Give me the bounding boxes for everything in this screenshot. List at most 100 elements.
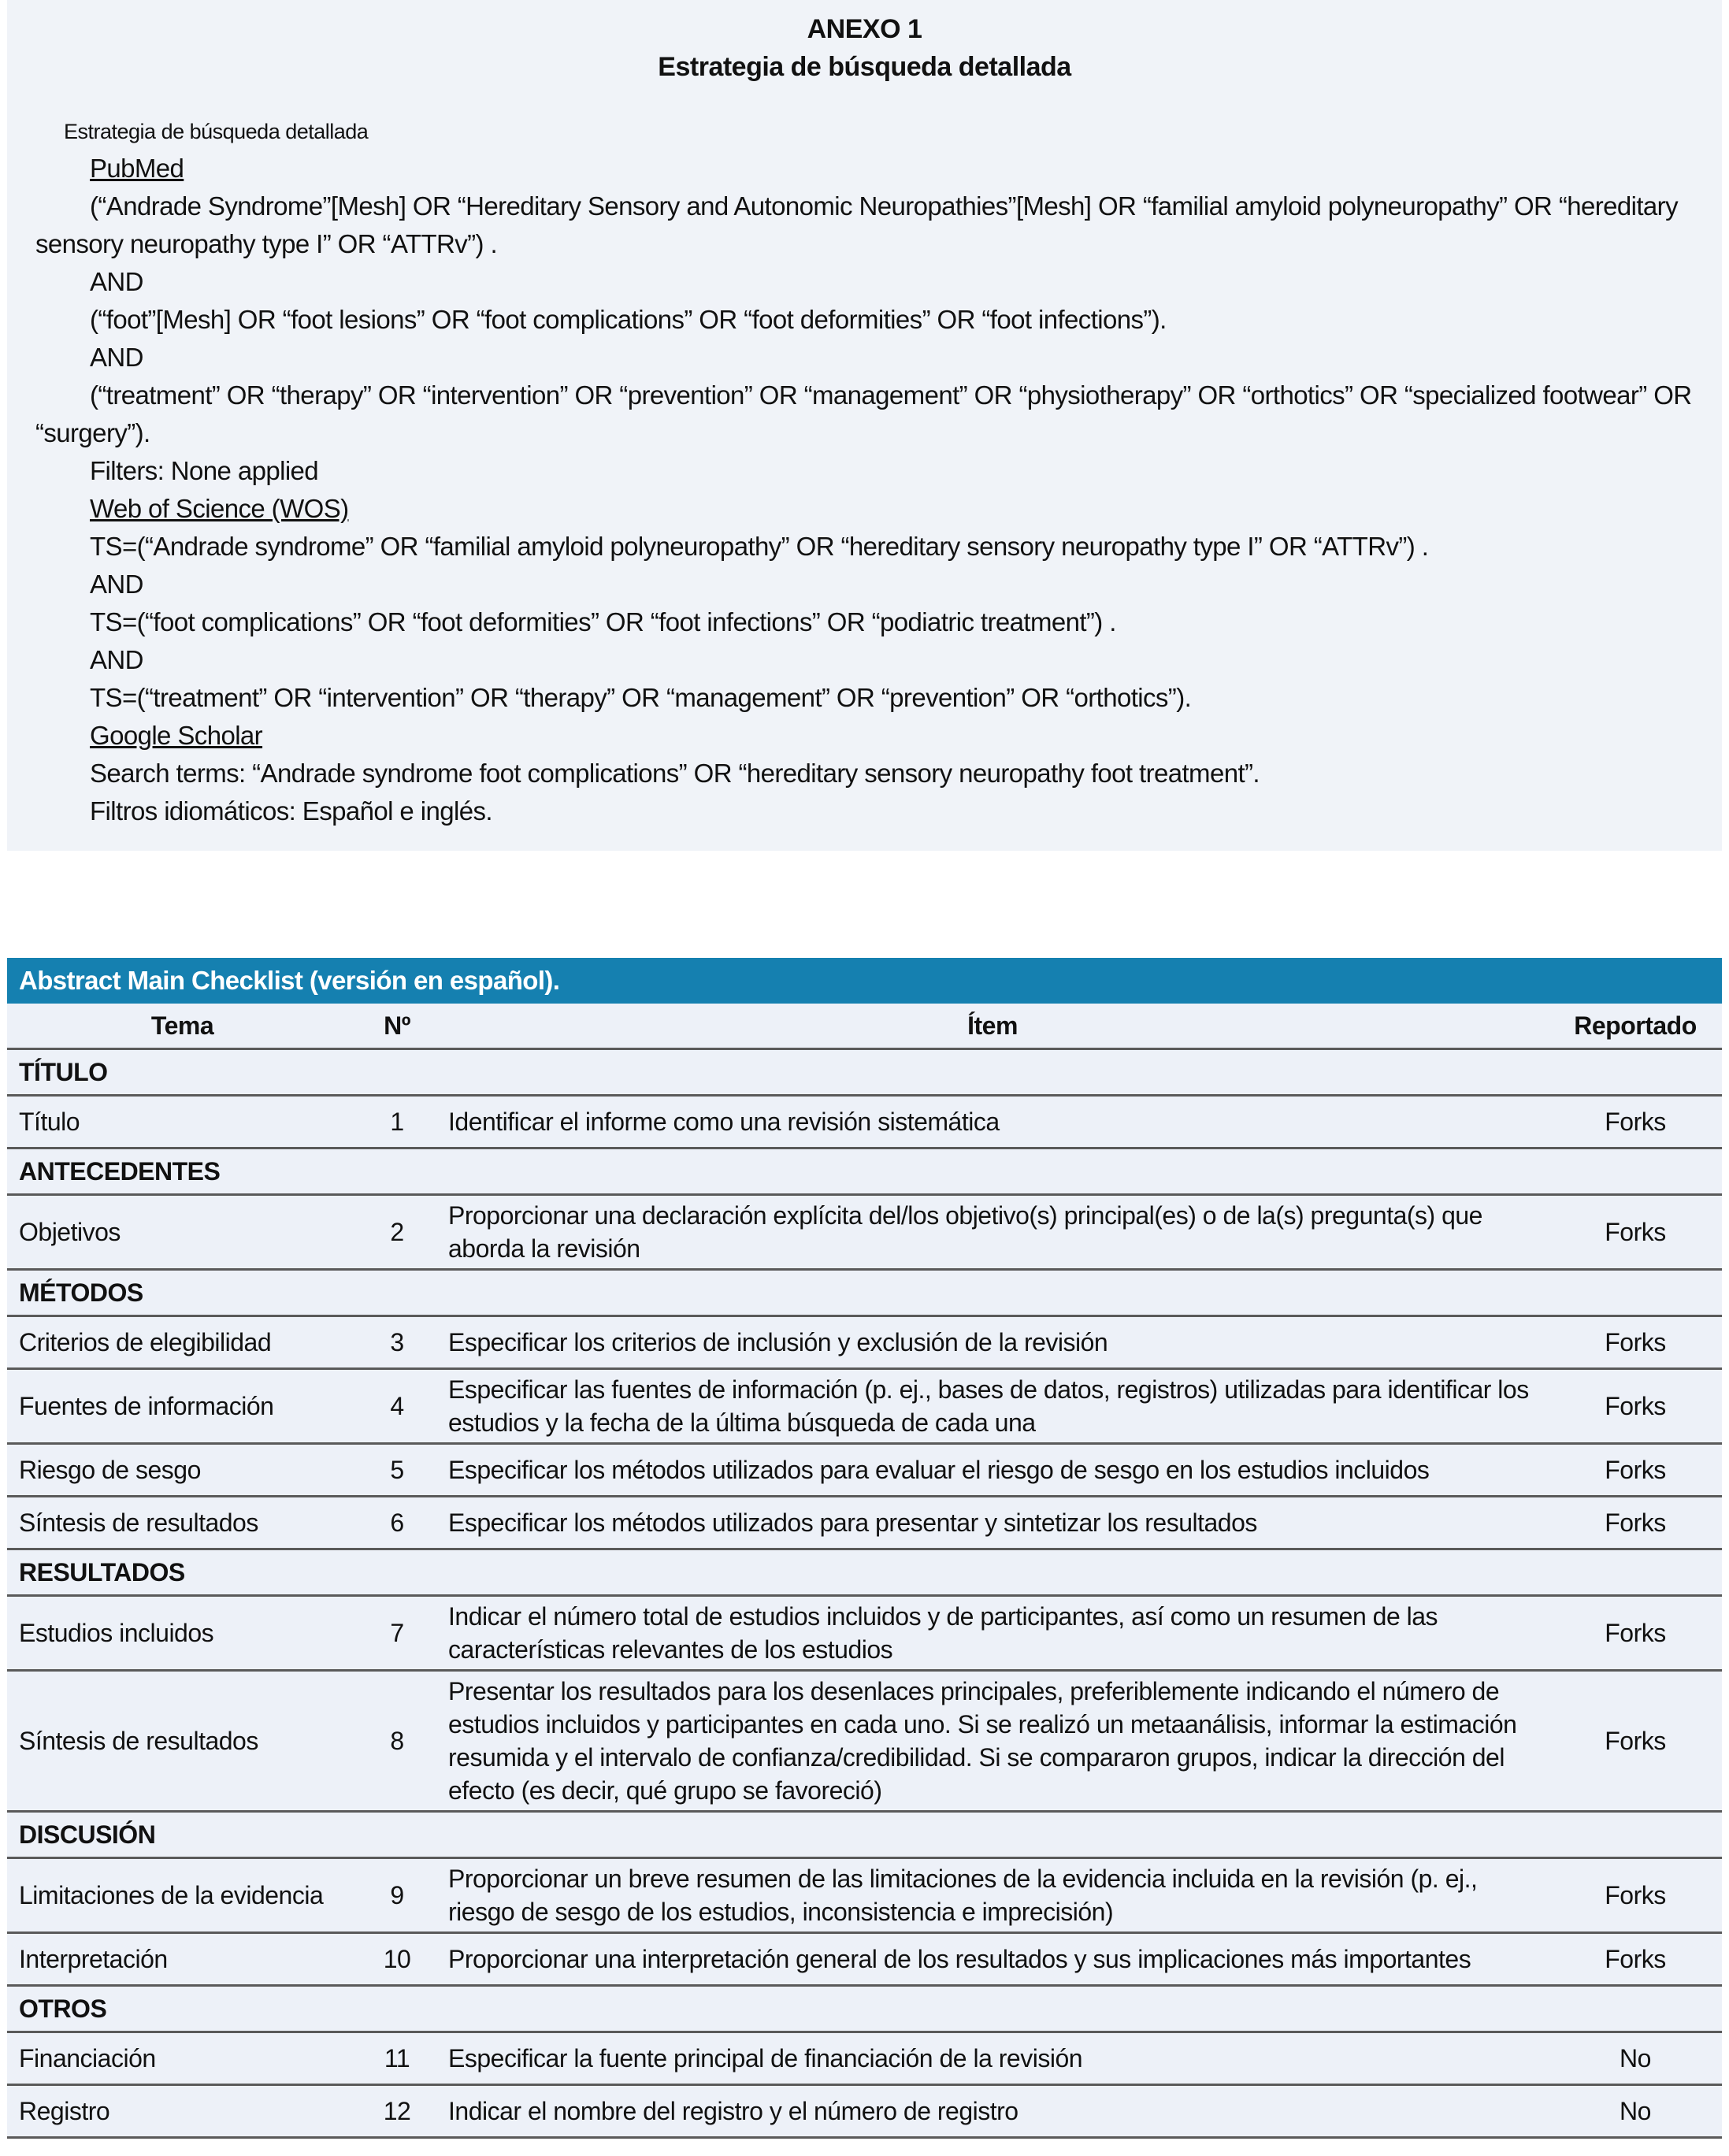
cell-numero: 4: [358, 1368, 436, 1445]
table-row: Limitaciones de la evidencia 9 Proporciona…: [7, 1857, 1722, 1934]
search-line-text: AND: [90, 570, 143, 599]
cell-item: Presentar los resultados para los desenl…: [436, 1670, 1549, 1813]
search-line: Filters: None applied: [35, 452, 1709, 490]
table-row: Interpretación 10 Proporcionar una interpr…: [7, 1932, 1722, 1987]
cell-item: Especificar la fuente principal de finan…: [436, 2032, 1549, 2086]
cell-reportado: No: [1549, 2032, 1722, 2086]
section-row: MÉTODOS: [7, 1269, 1722, 1317]
search-line: TS=(“Andrade syndrome” OR “familial amyl…: [35, 528, 1709, 566]
cell-reportado: Forks: [1549, 1095, 1722, 1149]
search-line-text: (“Andrade Syndrome”[Mesh] OR “Hereditary…: [35, 191, 1679, 258]
cell-numero: 2: [358, 1194, 436, 1271]
cell-numero: 3: [358, 1315, 436, 1370]
section-title: TÍTULO: [7, 1048, 1722, 1097]
table-caption: Abstract Main Checklist (versión en espa…: [7, 958, 1722, 1004]
search-line: (“treatment” OR “therapy” OR “interventi…: [35, 377, 1709, 452]
table-row: Financiación 11 Especificar la fuente prin…: [7, 2032, 1722, 2086]
search-line: AND: [35, 263, 1709, 301]
search-strategy-text: PubMed (“Andrade Syndrome”[Mesh] OR “Here…: [35, 150, 1709, 830]
cell-item: Indicar el nombre del registro y el núme…: [436, 2084, 1549, 2139]
cell-tema: Registro: [7, 2084, 358, 2139]
table-row: Título 1 Identificar el informe como una r…: [7, 1095, 1722, 1149]
search-line-text: TS=(“Andrade syndrome” OR “familial amyl…: [90, 532, 1429, 561]
cell-numero: 7: [358, 1595, 436, 1672]
column-header-reportado: Reportado: [1549, 1004, 1722, 1050]
cell-reportado: Forks: [1549, 1368, 1722, 1445]
search-line: Filtros idiomáticos: Español e inglés.: [35, 792, 1709, 830]
search-line: (“Andrade Syndrome”[Mesh] OR “Hereditary…: [35, 187, 1709, 263]
search-line-text: Filters: None applied: [90, 456, 319, 485]
database-heading: Web of Science (WOS): [35, 490, 1709, 528]
table-row: Riesgo de sesgo 5 Especificar los métodos …: [7, 1443, 1722, 1497]
cell-reportado: Forks: [1549, 1443, 1722, 1497]
table-row: Estudios incluidos 7 Indicar el número tot…: [7, 1595, 1722, 1672]
section-title: ANTECEDENTES: [7, 1148, 1722, 1196]
cell-tema: Título: [7, 1095, 358, 1149]
column-header-numero: Nº: [358, 1004, 436, 1050]
cell-tema: Estudios incluidos: [7, 1595, 358, 1672]
search-line-text: Google Scholar: [90, 721, 263, 750]
section-title: RESULTADOS: [7, 1549, 1722, 1597]
table-row: Síntesis de resultados 6 Especificar los m…: [7, 1496, 1722, 1550]
search-line-text: AND: [90, 645, 143, 674]
annex-search-strategy: ANEXO 1 Estrategia de búsqueda detallada…: [7, 0, 1722, 851]
annex-label: Estrategia de búsqueda detallada: [64, 120, 369, 143]
cell-reportado: Forks: [1549, 1932, 1722, 1987]
search-line-text: PubMed: [90, 154, 184, 183]
cell-item: Indicar el número total de estudios incl…: [436, 1595, 1549, 1672]
search-line: TS=(“treatment” OR “intervention” OR “th…: [35, 679, 1709, 717]
cell-numero: 10: [358, 1932, 436, 1987]
cell-item: Proporcionar un breve resumen de las lim…: [436, 1857, 1549, 1934]
cell-numero: 5: [358, 1443, 436, 1497]
cell-numero: 11: [358, 2032, 436, 2086]
search-line-text: AND: [90, 343, 143, 372]
cell-item: Especificar los criterios de inclusión y…: [436, 1315, 1549, 1370]
cell-tema: Interpretación: [7, 1932, 358, 1987]
search-line: TS=(“foot complications” OR “foot deform…: [35, 603, 1709, 641]
cell-reportado: Forks: [1549, 1194, 1722, 1271]
search-line-text: (“treatment” OR “therapy” OR “interventi…: [35, 380, 1692, 447]
search-line: Search terms: “Andrade syndrome foot com…: [35, 755, 1709, 792]
annex-title: ANEXO 1: [807, 14, 922, 44]
cell-reportado: Forks: [1549, 1315, 1722, 1370]
cell-item: Especificar los métodos utilizados para …: [436, 1496, 1549, 1550]
cell-item: Identificar el informe como una revisión…: [436, 1095, 1549, 1149]
cell-numero: 1: [358, 1095, 436, 1149]
section-row: DISCUSIÓN: [7, 1811, 1722, 1859]
annex-subtitle: Estrategia de búsqueda detallada: [658, 52, 1071, 82]
search-line: AND: [35, 566, 1709, 603]
cell-numero: 12: [358, 2084, 436, 2139]
cell-tema: Criterios de elegibilidad: [7, 1315, 358, 1370]
table-row: Síntesis de resultados 8 Presentar los res…: [7, 1670, 1722, 1813]
cell-numero: 6: [358, 1496, 436, 1550]
section-title: DISCUSIÓN: [7, 1811, 1722, 1859]
cell-reportado: Forks: [1549, 1595, 1722, 1672]
table-row: Objetivos 2 Proporcionar una declaración e…: [7, 1194, 1722, 1271]
cell-tema: Síntesis de resultados: [7, 1496, 358, 1550]
cell-tema: Objetivos: [7, 1194, 358, 1271]
column-header-item: Ítem: [436, 1004, 1549, 1050]
section-title: MÉTODOS: [7, 1269, 1722, 1317]
search-line: AND: [35, 339, 1709, 377]
cell-tema: Limitaciones de la evidencia: [7, 1857, 358, 1934]
table-header-row: Tema Nº Ítem Reportado: [7, 1004, 1722, 1050]
search-line: AND: [35, 641, 1709, 679]
database-heading: Google Scholar: [35, 717, 1709, 755]
cell-tema: Riesgo de sesgo: [7, 1443, 358, 1497]
search-line-text: TS=(“treatment” OR “intervention” OR “th…: [90, 683, 1192, 712]
abstract-checklist-table: Abstract Main Checklist (versión en espa…: [7, 958, 1722, 2139]
cell-item: Proporcionar una declaración explícita d…: [436, 1194, 1549, 1271]
cell-reportado: Forks: [1549, 1857, 1722, 1934]
section-row: RESULTADOS: [7, 1549, 1722, 1597]
cell-numero: 9: [358, 1857, 436, 1934]
column-header-tema: Tema: [7, 1004, 358, 1050]
search-line-text: Search terms: “Andrade syndrome foot com…: [90, 759, 1260, 788]
cell-tema: Síntesis de resultados: [7, 1670, 358, 1813]
search-line-text: Filtros idiomáticos: Español e inglés.: [90, 796, 493, 826]
cell-numero: 8: [358, 1670, 436, 1813]
cell-reportado: Forks: [1549, 1670, 1722, 1813]
cell-item: Especificar las fuentes de información (…: [436, 1368, 1549, 1445]
table-row: Criterios de elegibilidad 3 Especificar lo…: [7, 1315, 1722, 1370]
search-line-text: TS=(“foot complications” OR “foot deform…: [90, 607, 1116, 636]
cell-reportado: No: [1549, 2084, 1722, 2139]
